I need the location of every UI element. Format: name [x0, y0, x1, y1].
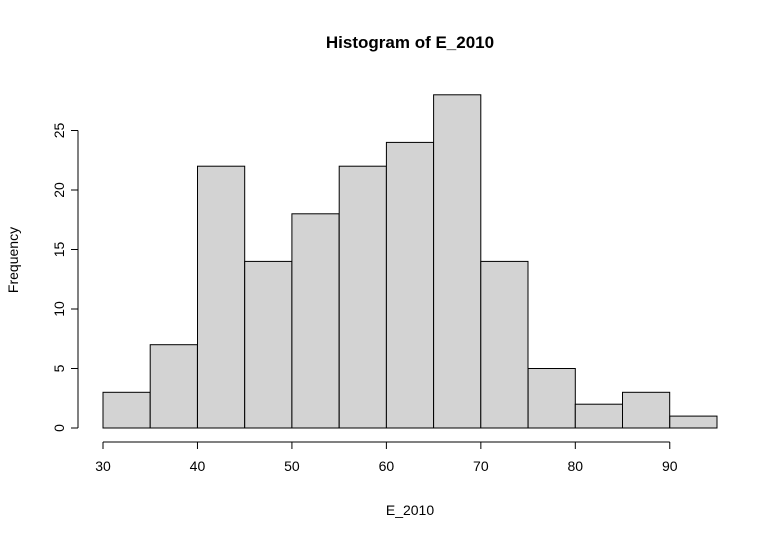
histogram-bar [338, 165, 387, 429]
x-tick-label: 80 [568, 458, 584, 474]
histogram-bar [291, 213, 340, 429]
x-tick-label: 90 [662, 458, 678, 474]
y-tick-label: 10 [51, 301, 67, 317]
histogram-bar [385, 141, 435, 429]
x-tick-label: 50 [284, 458, 300, 474]
histogram-bar [480, 260, 529, 429]
x-tick-label: 30 [95, 458, 111, 474]
y-tick-label: 0 [51, 424, 67, 432]
x-tick-label: 60 [379, 458, 395, 474]
chart-title: Histogram of E_2010 [326, 33, 494, 52]
histogram-bar [574, 403, 623, 429]
x-tick-label: 40 [190, 458, 206, 474]
y-axis-label: Frequency [5, 227, 21, 293]
x-axis-label: E_2010 [386, 502, 434, 518]
y-tick-label: 5 [51, 364, 67, 372]
histogram-bar [244, 260, 293, 429]
histogram-bar [433, 94, 482, 429]
y-axis: 0 5 10 15 20 25 [51, 123, 79, 432]
x-tick-label: 70 [473, 458, 489, 474]
histogram-bar [669, 415, 718, 429]
x-axis: 30 40 50 60 70 80 90 [95, 441, 678, 474]
y-tick-label: 20 [51, 182, 67, 198]
y-tick-label: 25 [51, 123, 67, 139]
y-tick-label: 15 [51, 242, 67, 258]
histogram-bar [197, 165, 246, 429]
histogram-bar [102, 391, 151, 429]
histogram-bar [149, 344, 198, 429]
histogram-bar [622, 391, 671, 429]
histogram-bar [527, 368, 576, 429]
histogram-bars [102, 94, 718, 429]
